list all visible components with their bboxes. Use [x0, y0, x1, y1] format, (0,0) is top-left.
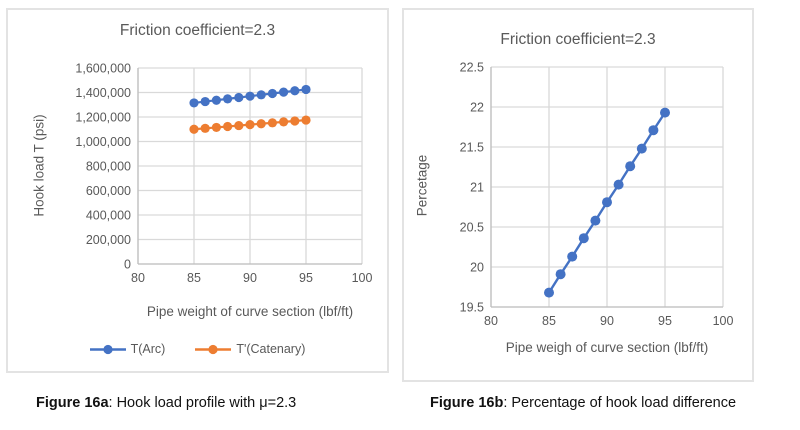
- data-point-marker: [256, 90, 266, 100]
- data-point-marker: [256, 119, 266, 129]
- x-tick-label: 80: [131, 271, 145, 285]
- data-point-marker: [211, 122, 221, 133]
- data-point-marker: [636, 143, 647, 154]
- y-tick-label: 800,000: [86, 160, 131, 174]
- data-point-marker: [245, 91, 255, 101]
- y-tick-label: 22: [470, 101, 484, 115]
- data-point-marker: [625, 161, 636, 172]
- data-point-marker: [234, 92, 244, 103]
- data-point-marker: [200, 123, 210, 133]
- data-point-marker: [189, 98, 199, 108]
- percentage-chart-svg: 19.5 20 20.5 21 21.5 22 22.5 80 85 90 95 100: [460, 61, 734, 329]
- y-tick-label: 1,400,000: [75, 86, 131, 100]
- data-point-marker: [267, 118, 277, 128]
- chart-title: Friction coefficient=2.3: [119, 22, 276, 39]
- y-axis-title: Hook load T (psi): [31, 114, 47, 217]
- legend-item: T'(Catenary): [195, 342, 305, 356]
- data-point-marker: [578, 233, 589, 244]
- y-tick-label: 19.5: [460, 301, 484, 315]
- data-point-marker: [290, 116, 300, 126]
- data-point-marker: [555, 269, 566, 280]
- caption-label: Figure 16b: [430, 395, 504, 411]
- y-tick-label: 20: [470, 261, 484, 275]
- legend-label: T(Arc): [130, 342, 166, 356]
- y-tick-label: 21.5: [460, 141, 484, 155]
- data-point-marker: [301, 84, 311, 95]
- caption-label: Figure 16a: [36, 395, 109, 411]
- y-tick-label: 20.5: [460, 221, 484, 235]
- y-tick-label: 22.5: [460, 61, 484, 75]
- x-axis-title: Pipe weigh of curve section (lbf/ft): [505, 340, 709, 355]
- data-point-marker: [211, 95, 221, 105]
- legend: T(Arc) T'(Catenary): [8, 342, 387, 356]
- data-point-marker: [234, 120, 244, 131]
- hook-load-chart-svg: 0 200,000 400,000 600,000 800,000 1,000,000 1,…: [75, 62, 373, 286]
- data-point-marker: [660, 107, 670, 118]
- data-point-marker: [267, 88, 277, 99]
- legend-line-marker-icon: [195, 344, 232, 354]
- data-point-marker: [189, 124, 199, 134]
- data-point-marker: [613, 179, 624, 190]
- y-tick-label: 200,000: [86, 233, 131, 247]
- x-tick-label: 90: [243, 271, 257, 285]
- data-point-marker: [279, 117, 289, 127]
- percentage-chart-card: 19.5 20 20.5 21 21.5 22 22.5 80 85 90 95 100 Fricti…: [402, 8, 754, 382]
- y-tick-label: 600,000: [86, 184, 131, 198]
- data-point-marker: [648, 125, 659, 136]
- legend-label: T'(Catenary): [236, 342, 306, 356]
- data-point-marker: [223, 121, 233, 132]
- x-tick-label: 95: [658, 314, 672, 328]
- y-axis-title: Percetage: [414, 154, 430, 217]
- caption-figure-16b: Figure 16b: Percentage of hook load diff…: [430, 395, 736, 411]
- y-tick-label: 400,000: [86, 209, 131, 223]
- legend-line-marker-icon: [89, 344, 126, 354]
- data-point-marker: [590, 215, 601, 226]
- data-point-marker: [279, 87, 289, 97]
- data-point-marker: [567, 251, 578, 262]
- data-point-marker: [544, 287, 554, 298]
- data-point-marker: [200, 96, 210, 107]
- y-tick-label: 1,000,000: [75, 135, 131, 149]
- chart-title: Friction coefficient=2.3: [500, 31, 656, 48]
- y-tick-label: 0: [124, 258, 131, 272]
- x-tick-label: 85: [187, 271, 201, 285]
- x-tick-label: 80: [484, 314, 498, 328]
- x-tick-label: 100: [352, 271, 373, 285]
- y-tick-label: 1,200,000: [75, 111, 131, 125]
- hook-load-chart-card: 0 200,000 400,000 600,000 800,000 1,000,000 1,…: [6, 8, 389, 373]
- y-tick-label: 21: [470, 181, 484, 195]
- caption-text: : Hook load profile with μ=2.3: [108, 395, 297, 411]
- data-point-marker: [602, 197, 612, 208]
- x-axis-title: Pipe weight of curve section (lbf/ft): [146, 304, 354, 319]
- caption-text: : Percentage of hook load difference: [503, 395, 737, 411]
- data-point-marker: [223, 94, 233, 104]
- data-point-marker: [301, 115, 311, 125]
- data-point-marker: [290, 86, 300, 96]
- x-tick-label: 100: [713, 314, 734, 328]
- x-tick-label: 85: [542, 314, 556, 328]
- caption-figure-16a: Figure 16a: Hook load profile with μ=2.3: [36, 395, 296, 411]
- data-point-marker: [245, 120, 255, 130]
- legend-item: T(Arc): [89, 342, 166, 356]
- x-tick-label: 95: [299, 271, 313, 285]
- x-tick-label: 90: [600, 314, 614, 328]
- y-tick-label: 1,600,000: [75, 62, 131, 76]
